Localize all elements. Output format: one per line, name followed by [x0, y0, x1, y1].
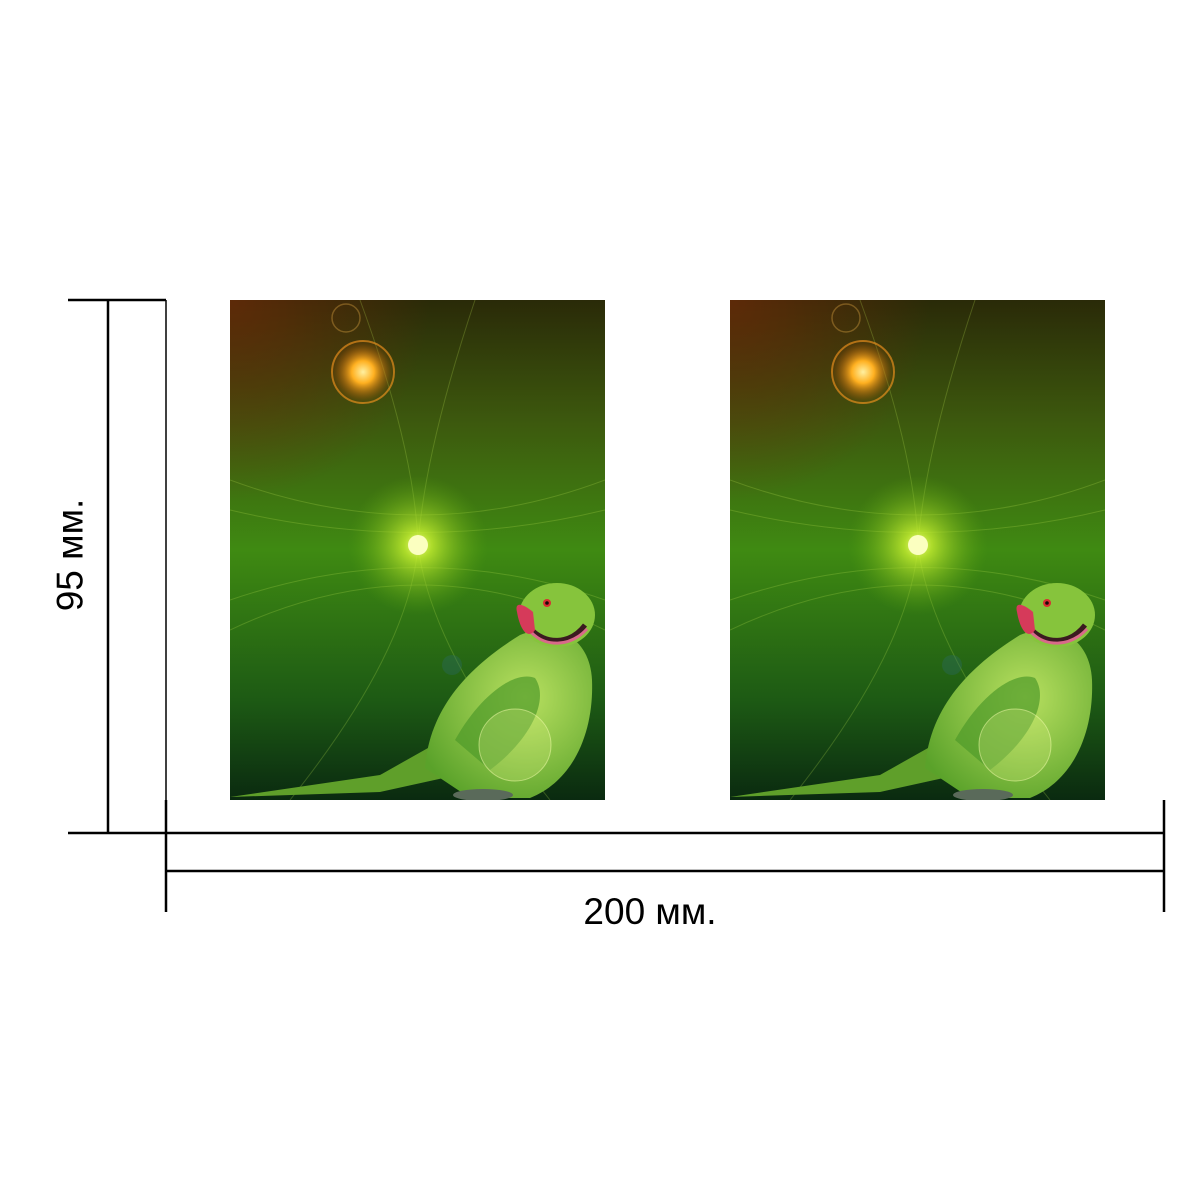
- card-left-image: [229, 299, 606, 801]
- height-dimension-label: 95 мм.: [49, 498, 91, 612]
- width-dimension-bracket: [164, 800, 1166, 912]
- width-dimension-label: 200 мм.: [583, 891, 717, 932]
- parrot-artwork: [729, 299, 1106, 801]
- parrot-figure: [730, 583, 1095, 801]
- parrot-figure: [230, 583, 595, 801]
- parrot-artwork: [229, 299, 606, 801]
- card-right-image: [729, 299, 1106, 801]
- height-dimension-bracket: [68, 298, 167, 835]
